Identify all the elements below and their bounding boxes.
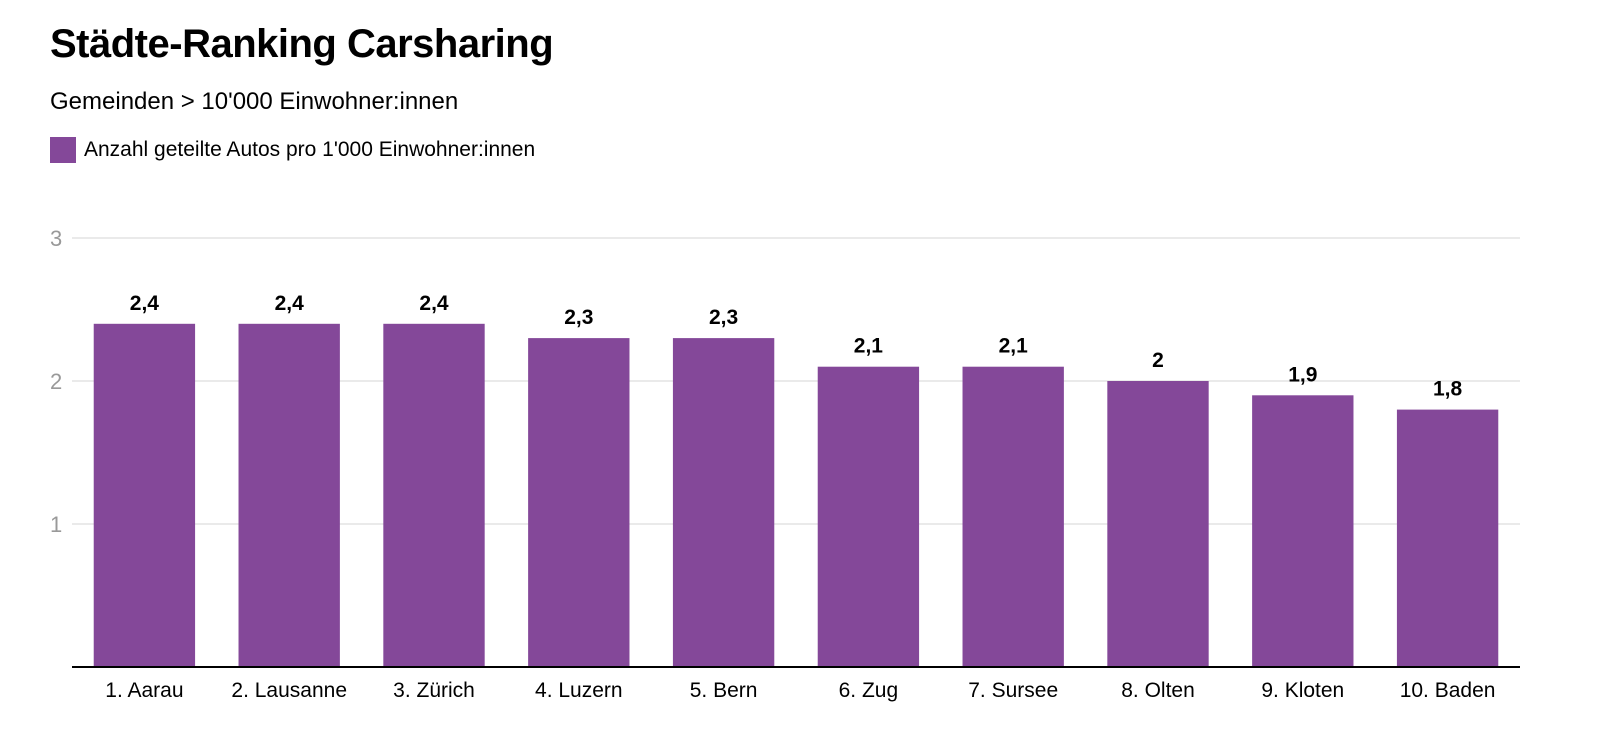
data-label: 2,4 (130, 292, 160, 315)
x-tick-label: 4. Luzern (535, 679, 623, 702)
x-tick-label: 9. Kloten (1261, 679, 1344, 702)
bar (528, 338, 630, 667)
chart-subtitle: Gemeinden > 10'000 Einwohner:innen (50, 88, 459, 115)
y-tick-label: 2 (50, 369, 62, 394)
data-label: 2 (1152, 349, 1164, 372)
data-label: 1,8 (1433, 378, 1463, 401)
bar (817, 366, 920, 667)
x-tick-label: 10. Baden (1400, 679, 1496, 702)
bar (1396, 409, 1499, 667)
bar (93, 323, 196, 667)
legend: Anzahl geteilte Autos pro 1'000 Einwohne… (50, 137, 535, 163)
data-label: 1,9 (1288, 363, 1317, 386)
x-tick-label: 6. Zug (839, 679, 899, 702)
data-label: 2,4 (275, 292, 305, 315)
y-tick-label: 1 (50, 512, 62, 537)
bar (238, 323, 340, 667)
legend-label: Anzahl geteilte Autos pro 1'000 Einwohne… (84, 138, 536, 161)
data-label: 2,3 (564, 306, 593, 329)
bar (672, 338, 775, 667)
bar (962, 366, 1064, 667)
data-label: 2,1 (854, 335, 884, 358)
legend-swatch (50, 137, 76, 163)
x-tick-label: 3. Zürich (393, 679, 475, 702)
data-label: 2,1 (999, 335, 1029, 358)
x-tick-label: 8. Olten (1121, 679, 1195, 702)
bar (1107, 381, 1209, 667)
data-label: 2,3 (709, 306, 738, 329)
bar (1252, 395, 1354, 667)
data-label: 2,4 (419, 292, 449, 315)
chart-title: Städte-Ranking Carsharing (50, 22, 554, 66)
bar (383, 323, 485, 667)
x-tick-label: 7. Sursee (968, 679, 1058, 702)
x-tick-label: 5. Bern (690, 679, 758, 702)
y-tick-label: 3 (50, 226, 62, 251)
x-tick-label: 2. Lausanne (231, 679, 347, 702)
x-tick-label: 1. Aarau (105, 679, 183, 702)
